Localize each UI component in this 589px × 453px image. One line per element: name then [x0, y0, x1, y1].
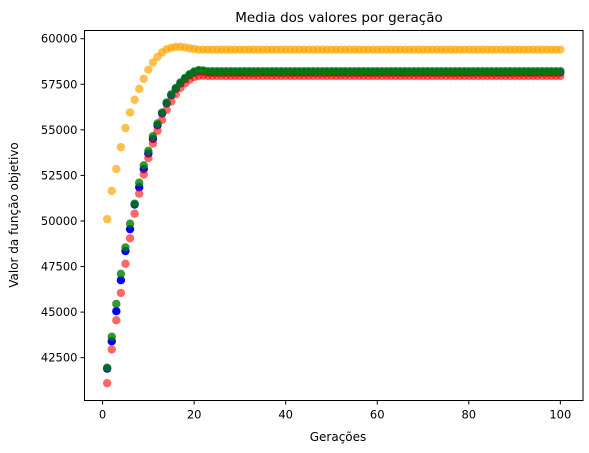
data-point: [107, 332, 116, 341]
y-tick-label: 52500: [41, 168, 78, 182]
data-point: [167, 90, 176, 99]
y-tick-label: 47500: [41, 260, 78, 274]
data-point: [144, 153, 153, 163]
x-tick-label: 100: [549, 408, 571, 422]
data-point: [102, 378, 112, 388]
series-0: [102, 42, 565, 224]
data-point: [125, 108, 135, 117]
data-point: [112, 316, 121, 325]
data-point: [130, 199, 139, 208]
x-tick-label: 80: [461, 408, 476, 422]
data-point: [139, 161, 148, 170]
data-point: [116, 288, 126, 298]
x-tick-label: 20: [187, 408, 202, 422]
data-point: [157, 108, 167, 117]
data-point: [116, 276, 126, 285]
data-point: [153, 119, 162, 128]
x-tick-label: 0: [99, 408, 106, 422]
y-tick-label: 45000: [41, 305, 78, 319]
data-point: [139, 170, 148, 179]
data-point: [130, 95, 139, 104]
y-axis-label: Valor da função objetivo: [7, 142, 21, 288]
data-point: [107, 186, 116, 196]
data-point: [116, 142, 126, 152]
y-tick-label: 60000: [41, 32, 78, 46]
data-point: [556, 45, 565, 54]
data-point: [148, 132, 158, 141]
series-1: [102, 66, 565, 373]
data-point: [135, 84, 144, 94]
data-point: [112, 299, 121, 309]
data-point: [130, 209, 139, 218]
data-point: [102, 363, 112, 372]
data-point: [107, 345, 116, 354]
data-point: [116, 269, 126, 279]
data-point: [162, 98, 171, 107]
x-axis: 0 20 40 60 80 100: [99, 400, 571, 422]
y-tick-label: 50000: [41, 214, 78, 228]
data-point: [121, 259, 130, 268]
data-point: [121, 123, 130, 133]
plot-area: [102, 42, 565, 388]
data-point: [139, 74, 148, 84]
data-point: [112, 306, 121, 316]
data-point: [112, 164, 121, 174]
data-point: [144, 146, 153, 155]
y-tick-label: 57500: [41, 77, 78, 91]
x-tick-label: 60: [370, 408, 385, 422]
data-point: [125, 234, 135, 243]
data-point: [144, 65, 153, 74]
data-point: [135, 178, 144, 187]
y-tick-label: 55000: [41, 123, 78, 137]
x-tick-label: 40: [278, 408, 293, 422]
plot-frame: [84, 30, 584, 401]
data-point: [102, 214, 112, 224]
data-point: [135, 189, 144, 198]
chart-title: Media dos valores por geração: [235, 10, 442, 26]
data-point: [121, 243, 130, 252]
x-axis-label: Gerações: [310, 430, 367, 444]
data-point: [125, 219, 135, 228]
series-3: [102, 65, 565, 372]
y-tick-label: 42500: [41, 351, 78, 365]
series-2: [102, 71, 565, 388]
data-point: [556, 66, 565, 76]
y-axis: 42500 45000 47500 50000 52500 55000 57500 60000: [41, 32, 85, 365]
data-point: [148, 139, 158, 148]
